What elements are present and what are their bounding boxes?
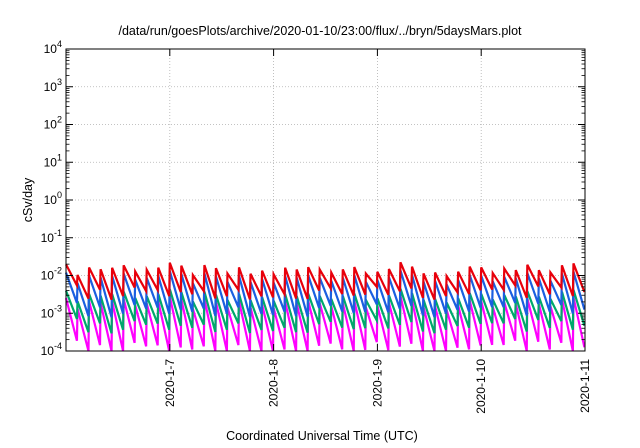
y-axis-title: cSv/day (21, 177, 35, 222)
x-tick-label: 2020-1-10 (474, 359, 488, 414)
y-tick-label: 10-4 (41, 341, 62, 358)
axis-ticks (66, 48, 586, 352)
y-tick-label: 10-3 (41, 303, 62, 320)
series-line (64, 270, 586, 318)
y-tick-label: 102 (44, 115, 62, 132)
x-tick-label: 2020-1-11 (578, 359, 592, 413)
y-tick-label: 104 (44, 39, 62, 56)
y-tick-labels: 10-4 10-3 10-2 10-1 100 101 102 103 104 (41, 39, 62, 358)
x-tick-label: 2020-1-8 (267, 359, 281, 407)
y-tick-label: 100 (44, 190, 62, 207)
y-tick-label: 10-2 (41, 266, 62, 283)
x-tick-label: 2020-1-9 (370, 359, 384, 407)
grid-lines (66, 49, 585, 351)
y-tick-label: 101 (44, 152, 62, 169)
series-layer (64, 261, 586, 352)
x-tick-labels: 2020-1-7 2020-1-8 2020-1-9 2020-1-10 2020-1-… (163, 359, 592, 414)
y-tick-label: 103 (44, 77, 62, 94)
chart-title: /data/run/goesPlots/archive/2020-01-10/2… (118, 24, 522, 38)
x-tick-label: 2020-1-7 (163, 359, 177, 407)
series-line (65, 261, 586, 301)
y-tick-label: 10-1 (41, 228, 62, 245)
x-axis-title: Coordinated Universal Time (UTC) (226, 429, 418, 443)
series-line (64, 288, 586, 334)
series-line (64, 295, 586, 352)
